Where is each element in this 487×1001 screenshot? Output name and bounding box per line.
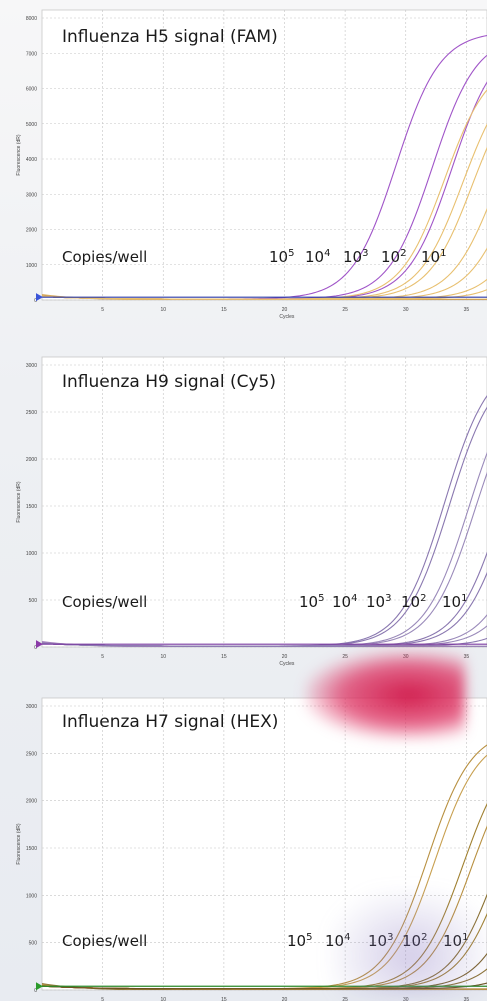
y-tick-label: 500	[29, 941, 38, 947]
chart-svg: 0 500 1000 1500 2000 2500 3000 5 10 15 20 25 30 35 Cyc…	[16, 356, 487, 667]
x-axis-label: Cycles	[279, 314, 295, 320]
y-tick-label: 2500	[26, 410, 37, 416]
chart-panel-h7: 0500100015002000250030005101520253035Cyc…	[0, 688, 487, 1001]
chart-title: Influenza H9 signal (Cy5)	[62, 372, 276, 392]
x-tick-label: 5	[101, 307, 104, 313]
dilution-label: 103	[366, 593, 391, 611]
y-axis-label: Fluorescence (dR)	[16, 823, 22, 864]
y-tick-label: 2000	[26, 457, 37, 463]
y-tick-label: 1000	[26, 263, 37, 269]
x-tick-label: 20	[282, 654, 288, 660]
y-tick-label: 7000	[26, 51, 37, 57]
y-tick-label: 6000	[26, 87, 37, 93]
x-tick-label: 10	[160, 307, 166, 313]
y-tick-label: 3000	[26, 363, 37, 369]
x-tick-label: 35	[464, 654, 470, 660]
baseline-curve	[42, 640, 487, 647]
y-tick-label: 2000	[26, 799, 37, 805]
chart-svg: 0500100015002000250030005101520253035Cyc…	[16, 697, 487, 1001]
x-tick-label: 30	[403, 654, 409, 660]
y-tick-label: 500	[29, 598, 38, 604]
x-tick-label: 25	[342, 997, 348, 1001]
y-tick-label: 1500	[26, 504, 37, 510]
x-tick-label: 15	[221, 997, 227, 1001]
y-tick-label: 0	[34, 645, 37, 651]
x-tick-label: 20	[282, 307, 288, 313]
baseline-curve	[42, 293, 487, 300]
dilution-label: 104	[332, 593, 357, 611]
x-tick-label: 35	[464, 307, 470, 313]
dilution-label: 105	[269, 248, 294, 266]
y-tick-label: 8000	[26, 16, 37, 22]
copies-label: Copies/well	[62, 593, 147, 611]
x-tick-label: 30	[403, 307, 409, 313]
chart-panel-h5: 0 1000 2000 3000 4000 5000 6000 7000 8000 5 10 15 20…	[0, 0, 487, 330]
y-tick-label: 5000	[26, 122, 37, 128]
chart-title: Influenza H5 signal (FAM)	[62, 27, 278, 47]
x-tick-label: 25	[342, 654, 348, 660]
dilution-label: 101	[421, 248, 446, 266]
y-tick-label: 1000	[26, 551, 37, 557]
dilution-label: 102	[401, 593, 426, 611]
dilution-label: 104	[325, 932, 350, 950]
dilution-label: 101	[443, 932, 468, 950]
dilution-label: 104	[305, 248, 330, 266]
dilution-label: 105	[287, 932, 312, 950]
chart-title: Influenza H7 signal (HEX)	[62, 712, 278, 732]
y-tick-label: 0	[34, 298, 37, 304]
plot-area	[41, 9, 487, 301]
y-tick-label: 3000	[26, 704, 37, 710]
x-tick-label: 25	[342, 307, 348, 313]
y-axis-label: Fluorescence (dR)	[16, 481, 22, 522]
x-tick-label: 5	[101, 997, 104, 1001]
chart-panel-h9: 0 500 1000 1500 2000 2500 3000 5 10 15 20 25 30 35 Cyc…	[0, 345, 487, 675]
dilution-label: 103	[368, 932, 393, 950]
y-tick-label: 0	[34, 988, 37, 994]
y-tick-label: 2000	[26, 228, 37, 234]
x-axis-label: Cycles	[279, 661, 295, 667]
baseline-curve	[42, 983, 309, 990]
y-axis-label: Fluorescence (dR)	[16, 134, 22, 175]
dilution-label: 102	[402, 932, 427, 950]
threshold-marker-icon	[36, 982, 43, 991]
x-tick-label: 35	[464, 997, 470, 1001]
y-tick-label: 1500	[26, 846, 37, 852]
dilution-label: 105	[299, 593, 324, 611]
threshold-marker-icon	[36, 640, 43, 649]
y-tick-label: 1000	[26, 893, 37, 899]
threshold-marker-icon	[36, 293, 43, 302]
x-tick-label: 10	[160, 654, 166, 660]
chart-svg: 0 1000 2000 3000 4000 5000 6000 7000 8000 5 10 15 20…	[16, 9, 487, 320]
x-tick-label: 30	[403, 997, 409, 1001]
dilution-label: 102	[381, 248, 406, 266]
y-tick-label: 3000	[26, 192, 37, 198]
dilution-label: 101	[442, 593, 467, 611]
x-tick-label: 5	[101, 654, 104, 660]
x-tick-label: 10	[160, 997, 166, 1001]
x-tick-label: 15	[221, 307, 227, 313]
y-tick-label: 4000	[26, 157, 37, 163]
x-tick-label: 15	[221, 654, 227, 660]
plot-area	[41, 697, 487, 991]
dilution-label: 103	[343, 248, 368, 266]
copies-label: Copies/well	[62, 932, 147, 950]
plot-area	[41, 356, 487, 648]
y-tick-label: 2500	[26, 751, 37, 757]
copies-label: Copies/well	[62, 248, 147, 266]
x-tick-label: 20	[282, 997, 288, 1001]
